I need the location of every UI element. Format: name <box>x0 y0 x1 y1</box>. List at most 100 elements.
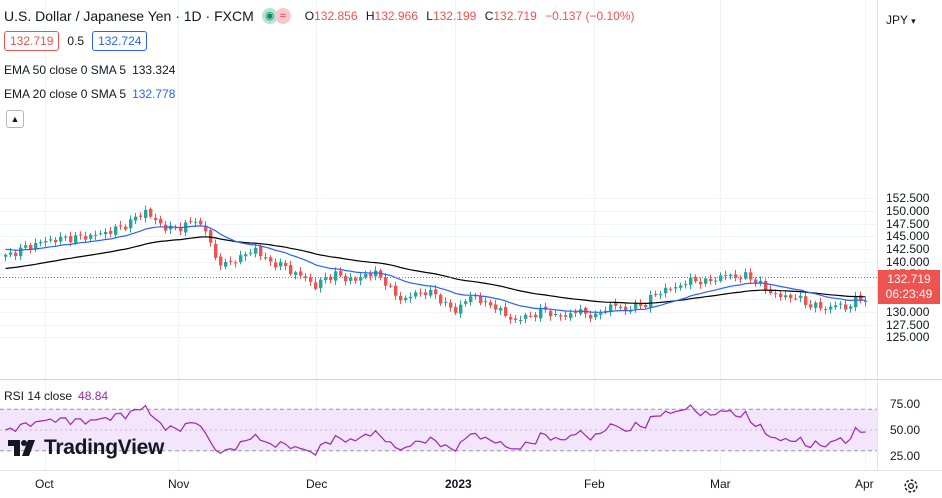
candle-body <box>424 292 428 296</box>
candle-body <box>799 295 803 299</box>
sell-button[interactable]: 132.719 <box>4 31 60 51</box>
rsi-legend[interactable]: RSI 14 close 48.84 <box>4 389 108 403</box>
candle-body <box>244 254 248 257</box>
ohlc-values: O132.856 H132.966 L132.199 C132.719 −0.1… <box>305 9 640 23</box>
price-tick-label: 127.500 <box>886 317 930 332</box>
candle-body <box>134 216 138 221</box>
candle-body <box>689 277 693 285</box>
candle-body <box>764 280 768 290</box>
candle-body <box>604 310 608 312</box>
candle-body <box>704 278 708 284</box>
price-tick-label: 147.500 <box>886 216 930 231</box>
candle-body <box>154 217 158 221</box>
candle-body <box>654 293 658 295</box>
candle-body <box>729 274 733 277</box>
candle-body <box>779 293 783 297</box>
ohlc-low-key: L <box>426 9 433 23</box>
candle-body <box>269 257 273 262</box>
candle-body <box>364 273 368 278</box>
tradingview-logo-icon <box>8 440 35 456</box>
candle-body <box>319 279 323 289</box>
gear-icon[interactable] <box>902 477 920 495</box>
candle-body <box>549 310 553 317</box>
candle-body <box>534 314 538 318</box>
candle-body <box>414 292 418 297</box>
rsi-tick-label: 25.00 <box>890 449 921 463</box>
candle-body <box>219 256 223 266</box>
candle-body <box>254 247 258 254</box>
candle-body <box>564 315 568 317</box>
ema20-legend[interactable]: EMA 20 close 0 SMA 5 132.778 <box>4 87 175 101</box>
candle-body <box>104 231 108 235</box>
candle-body <box>304 276 308 279</box>
buy-button[interactable]: 132.724 <box>92 31 148 51</box>
candle-body <box>444 301 448 303</box>
compare-chart-icon[interactable]: ◉ ≈ <box>261 8 291 24</box>
chart-header: U.S. Dollar / Japanese Yen · 1D · FXCM ◉… <box>4 6 640 26</box>
rsi-label: RSI 14 close <box>4 389 73 403</box>
candles <box>4 205 868 325</box>
ohlc-open-key: O <box>304 9 315 23</box>
ohlc-low-value: 132.199 <box>432 9 477 23</box>
rsi-line <box>5 404 866 456</box>
ema50-legend[interactable]: EMA 50 close 0 SMA 5 133.324 <box>4 63 175 77</box>
candle-body <box>34 242 38 250</box>
rsi-value: 48.84 <box>78 389 109 403</box>
ohlc-close-value: 132.719 <box>493 9 537 23</box>
rsi-tick-label: 75.00 <box>890 397 921 411</box>
candle-body <box>524 314 528 319</box>
symbol-title[interactable]: U.S. Dollar / Japanese Yen · 1D · FXCM <box>4 8 254 24</box>
candle-body <box>69 236 73 243</box>
candle-body <box>484 301 488 303</box>
candle-body <box>379 270 383 278</box>
candle-body <box>144 210 148 218</box>
candle-body <box>89 234 93 239</box>
candle-body <box>64 236 68 238</box>
price-tick-label: 150.000 <box>886 204 930 218</box>
time-tick-label: Apr <box>855 477 874 491</box>
candle-body <box>754 279 758 284</box>
candle-body <box>194 221 198 223</box>
candle-body <box>79 234 83 236</box>
last-price-value: 132.719 <box>887 272 931 286</box>
candle-body <box>859 295 863 301</box>
collapse-legend-icon[interactable]: ▲ <box>6 110 24 128</box>
candle-body <box>29 244 33 249</box>
candle-body <box>694 276 698 282</box>
candle-body <box>634 302 638 309</box>
candle-body <box>839 303 843 305</box>
candle-body <box>309 277 313 282</box>
candle-body <box>864 300 868 302</box>
candle-body <box>249 252 253 254</box>
candle-body <box>324 277 328 281</box>
time-tick-label: 2023 <box>445 477 472 491</box>
candle-body <box>699 281 703 285</box>
candle-body <box>44 240 48 243</box>
candle-body <box>114 226 118 235</box>
candle-body <box>709 278 713 282</box>
tradingview-logo[interactable]: TradingView <box>8 436 164 460</box>
brand-name: TradingView <box>44 436 165 459</box>
candle-body <box>419 292 423 294</box>
candle-body <box>499 308 503 311</box>
ohlc-high-value: 132.966 <box>374 9 418 23</box>
candle-body <box>159 218 163 224</box>
candle-body <box>639 303 643 306</box>
candle-body <box>559 315 563 317</box>
ema50-line <box>5 236 866 305</box>
candle-body <box>554 313 558 316</box>
candle-body <box>784 295 788 298</box>
candle-body <box>344 275 348 282</box>
currency-selector[interactable]: JPY ▾ <box>886 13 916 27</box>
candle-body <box>399 295 403 301</box>
ema20-line <box>5 225 866 313</box>
candle-body <box>329 276 333 281</box>
candle-body <box>94 234 98 236</box>
candle-body <box>679 285 683 288</box>
candle-body <box>489 302 493 306</box>
candle-body <box>139 215 143 217</box>
price-tick-label: 145.000 <box>886 229 930 244</box>
ema50-value: 133.324 <box>132 63 176 77</box>
candle-body <box>394 285 398 296</box>
